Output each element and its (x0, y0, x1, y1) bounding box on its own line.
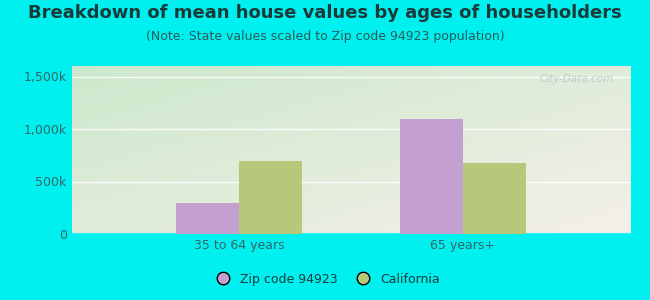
Text: Breakdown of mean house values by ages of householders: Breakdown of mean house values by ages o… (28, 4, 622, 22)
Bar (176, 202, 239, 234)
Bar (400, 118, 463, 234)
Text: (Note: State values scaled to Zip code 94923 population): (Note: State values scaled to Zip code 9… (146, 30, 504, 43)
Bar (463, 163, 526, 234)
Text: City-Data.com: City-Data.com (540, 74, 614, 84)
Bar (239, 160, 302, 234)
Legend: Zip code 94923, California: Zip code 94923, California (205, 268, 445, 291)
